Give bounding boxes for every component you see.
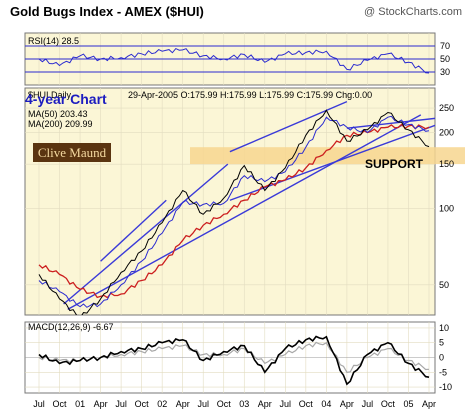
macd-tick-neg10: -10 — [439, 382, 452, 392]
ma200-legend: MA(200) 209.99 — [28, 119, 93, 129]
x-tick-6: 02 — [157, 399, 167, 409]
x-tick-11: Apr — [258, 399, 272, 409]
trendline-0 — [63, 163, 229, 305]
macd-tick-10: 10 — [439, 323, 449, 333]
x-tick-8: Jul — [197, 399, 209, 409]
brand-badge-bg — [33, 143, 111, 162]
price-grid — [25, 88, 435, 315]
credit-text: @ StockCharts.com — [364, 6, 462, 18]
x-tick-19: Apr — [422, 399, 436, 409]
x-tick-12: Jul — [280, 399, 292, 409]
x-tick-13: Oct — [299, 399, 314, 409]
price-tick-150: 150 — [439, 159, 454, 169]
x-tick-7: Apr — [176, 399, 190, 409]
rsi-label: RSI(14) 28.5 — [28, 36, 79, 46]
price-series-line — [38, 109, 430, 315]
price-panel: $HUI Daily 29-Apr-2005 O:175.99 H:175.99… — [24, 87, 465, 316]
support-label: SUPPORT — [365, 157, 424, 171]
x-tick-0: Jul — [33, 399, 45, 409]
x-axis-tick-labels: Jul Oct 01 Apr Jul Oct 02 Apr Jul Oct 03… — [33, 399, 436, 409]
macd-tick-neg5: -5 — [439, 367, 447, 377]
x-tick-2: 01 — [75, 399, 85, 409]
x-tick-16: Jul — [362, 399, 374, 409]
price-tick-250: 250 — [439, 103, 454, 113]
x-tick-17: Oct — [381, 399, 396, 409]
trendline-2 — [67, 114, 422, 310]
x-tick-1: Oct — [52, 399, 67, 409]
rsi-panel: RSI(14) 28.5 70 50 30 — [24, 32, 450, 86]
rsi-tick-30: 30 — [440, 67, 450, 77]
chart-period-label: 4-year Chart — [25, 91, 107, 107]
macd-label: MACD(12,26,9) -6.67 — [28, 322, 114, 332]
support-band — [190, 147, 465, 165]
ma50-legend: MA(50) 203.43 — [28, 109, 88, 119]
price-tick-labels: 250 200 150 100 50 — [439, 103, 454, 290]
trendline-5 — [346, 117, 435, 129]
price-tick-200: 200 — [439, 128, 454, 138]
x-tick-10: 03 — [239, 399, 249, 409]
rsi-tick-labels: 70 50 30 — [440, 41, 450, 77]
chart-title: Gold Bugs Index - AMEX ($HUI) — [10, 4, 204, 19]
x-tick-18: 05 — [403, 399, 413, 409]
rsi-series-line — [38, 47, 430, 74]
trendline-1 — [100, 199, 167, 262]
brand-text: Clive Maund — [38, 145, 107, 160]
x-tick-14: 04 — [321, 399, 331, 409]
x-tick-4: Jul — [115, 399, 127, 409]
x-tick-5: Oct — [135, 399, 150, 409]
rsi-tick-50: 50 — [440, 54, 450, 64]
rsi-tick-70: 70 — [440, 41, 450, 51]
macd-series-line — [38, 335, 430, 386]
x-tick-15: Apr — [340, 399, 354, 409]
brand-badge: Clive Maund — [33, 143, 111, 162]
trendline-3 — [229, 124, 435, 201]
trendline-4 — [229, 100, 348, 153]
x-tick-3: Apr — [94, 399, 108, 409]
price-tick-50: 50 — [439, 280, 449, 290]
price-tick-100: 100 — [439, 204, 454, 214]
macd-tick-5: 5 — [439, 338, 444, 348]
macd-tick-0: 0 — [439, 353, 444, 363]
trendlines — [63, 100, 435, 310]
price-label: $HUI Daily — [28, 90, 72, 100]
macd-tick-labels: 10 5 0 -5 -10 — [439, 323, 452, 392]
macd-panel: MACD(12,26,9) -6.67 10 5 0 -5 -10 — [24, 321, 452, 394]
ohlc-readout: 29-Apr-2005 O:175.99 H:175.99 L:175.99 C… — [128, 90, 372, 100]
ma200-line — [38, 123, 430, 299]
rsi-reference-lines — [25, 45, 435, 73]
x-tick-9: Oct — [217, 399, 232, 409]
